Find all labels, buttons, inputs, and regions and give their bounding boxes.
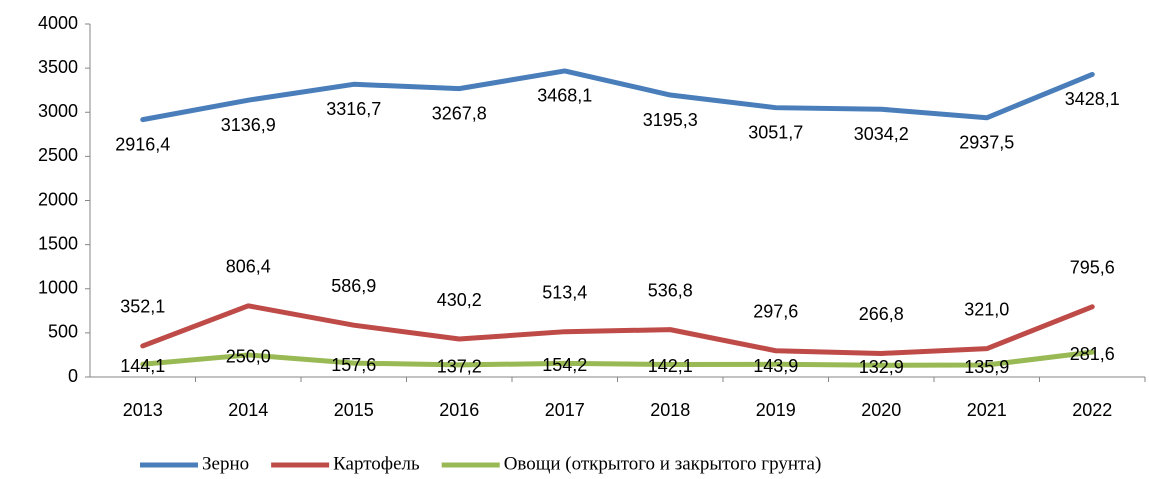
data-label: 3051,7: [748, 122, 803, 142]
data-line: [140, 349, 1095, 368]
x-tick-label: 2020: [861, 400, 901, 420]
y-tick-label: 3500: [38, 57, 78, 77]
legend-label: Картофель: [333, 453, 420, 474]
y-tick-label: 1500: [38, 233, 78, 253]
data-label: 135,9: [964, 357, 1009, 377]
data-label: 795,6: [1070, 258, 1115, 278]
x-tick-label: 2019: [756, 400, 796, 420]
data-label: 536,8: [648, 280, 693, 300]
data-label: 430,2: [437, 290, 482, 310]
data-label: 806,4: [226, 257, 271, 277]
y-tick-label: 1000: [38, 278, 78, 298]
data-label: 132,9: [859, 357, 904, 377]
data-label: 3267,8: [432, 103, 487, 123]
data-label: 144,1: [120, 356, 165, 376]
legend-label: Зерно: [202, 453, 249, 474]
data-line: [140, 303, 1095, 356]
data-label: 3034,2: [854, 124, 909, 144]
x-tick-label: 2022: [1072, 400, 1112, 420]
y-tick-label: 2500: [38, 145, 78, 165]
data-label: 2916,4: [115, 134, 170, 154]
legend-label: Овощи (открытого и закрытого грунта): [504, 453, 822, 474]
data-label: 513,4: [542, 282, 587, 302]
data-label: 321,0: [964, 299, 1009, 319]
x-tick-label: 2021: [967, 400, 1007, 420]
data-label: 137,2: [437, 357, 482, 377]
data-label: 266,8: [859, 304, 904, 324]
data-label: 143,9: [753, 356, 798, 376]
x-tick-label: 2017: [545, 400, 585, 420]
y-tick-label: 4000: [38, 13, 78, 33]
data-line: [140, 68, 1095, 123]
data-label: 3136,9: [221, 115, 276, 135]
data-label: 281,6: [1070, 344, 1115, 364]
data-label: 3428,1: [1065, 89, 1120, 109]
x-tick-label: 2013: [123, 400, 163, 420]
data-label: 3195,3: [643, 110, 698, 130]
x-tick-label: 2014: [228, 400, 268, 420]
data-label: 586,9: [331, 276, 376, 296]
data-label: 250,0: [226, 347, 271, 367]
y-tick-label: 0: [68, 366, 78, 386]
x-tick-label: 2015: [334, 400, 374, 420]
data-label: 3468,1: [537, 86, 592, 106]
data-label: 297,6: [753, 301, 798, 321]
y-tick-label: 3000: [38, 101, 78, 121]
data-label: 3316,7: [326, 99, 381, 119]
x-tick-label: 2018: [650, 400, 690, 420]
y-tick-label: 500: [48, 322, 78, 342]
data-label: 2937,5: [959, 133, 1014, 153]
data-label: 142,1: [648, 356, 693, 376]
x-tick-label: 2016: [439, 400, 479, 420]
data-label: 352,1: [120, 297, 165, 317]
data-label: 154,2: [542, 355, 587, 375]
data-label: 157,6: [331, 355, 376, 375]
y-tick-label: 2000: [38, 189, 78, 209]
